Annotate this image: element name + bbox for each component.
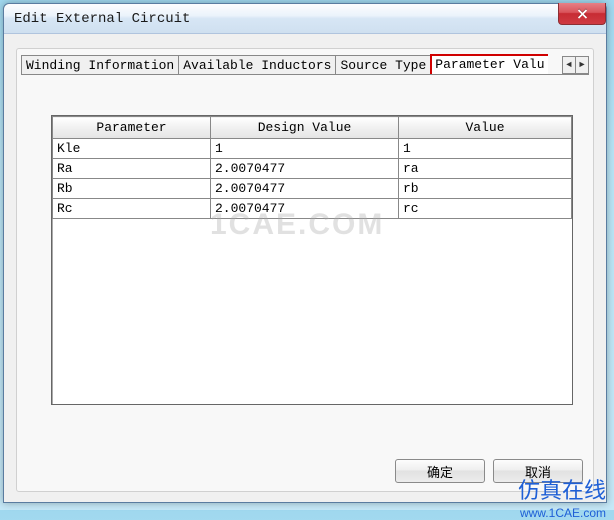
tab-strip: Winding Information Available Inductors … [21, 53, 589, 75]
watermark-corner-url: www.1CAE.com [520, 506, 606, 520]
table-row[interactable]: Kle 1 1 [53, 139, 572, 159]
cell-parameter[interactable]: Rc [53, 199, 211, 219]
tab-scroll-right-button[interactable]: ► [575, 56, 589, 74]
tab-winding-information[interactable]: Winding Information [21, 55, 179, 74]
parameter-table: Parameter Design Value Value Kle 1 1 Ra [52, 116, 572, 219]
cell-value[interactable]: ra [399, 159, 572, 179]
table-header-row: Parameter Design Value Value [53, 117, 572, 139]
cell-design-value[interactable]: 2.0070477 [211, 179, 399, 199]
dialog-content: Winding Information Available Inductors … [4, 34, 606, 502]
close-button[interactable] [558, 3, 606, 25]
col-design-value[interactable]: Design Value [211, 117, 399, 139]
close-icon [577, 9, 588, 19]
tab-scroll-left-button[interactable]: ◄ [562, 56, 576, 74]
cell-design-value[interactable]: 2.0070477 [211, 199, 399, 219]
titlebar: Edit External Circuit [4, 4, 606, 34]
table-row[interactable]: Rb 2.0070477 rb [53, 179, 572, 199]
dialog-window: Edit External Circuit Winding Informatio… [3, 3, 607, 503]
table-body: Kle 1 1 Ra 2.0070477 ra Rb 2.0070477 [53, 139, 572, 219]
parameter-table-container: Parameter Design Value Value Kle 1 1 Ra [51, 115, 573, 405]
cell-value[interactable]: 1 [399, 139, 572, 159]
panel: Winding Information Available Inductors … [16, 48, 594, 492]
tab-source-type[interactable]: Source Type [335, 55, 431, 74]
table-row[interactable]: Ra 2.0070477 ra [53, 159, 572, 179]
cell-value[interactable]: rc [399, 199, 572, 219]
cell-parameter[interactable]: Ra [53, 159, 211, 179]
tab-available-inductors[interactable]: Available Inductors [178, 55, 336, 74]
cell-design-value[interactable]: 2.0070477 [211, 159, 399, 179]
table-row[interactable]: Rc 2.0070477 rc [53, 199, 572, 219]
col-parameter[interactable]: Parameter [53, 117, 211, 139]
tab-parameter-values[interactable]: Parameter Valu [430, 54, 547, 75]
cell-value[interactable]: rb [399, 179, 572, 199]
dialog-button-row: 确定 取消 [395, 459, 583, 483]
col-value[interactable]: Value [399, 117, 572, 139]
cancel-button[interactable]: 取消 [493, 459, 583, 483]
cell-parameter[interactable]: Kle [53, 139, 211, 159]
ok-button[interactable]: 确定 [395, 459, 485, 483]
cell-design-value[interactable]: 1 [211, 139, 399, 159]
cell-parameter[interactable]: Rb [53, 179, 211, 199]
window-title: Edit External Circuit [14, 11, 190, 27]
